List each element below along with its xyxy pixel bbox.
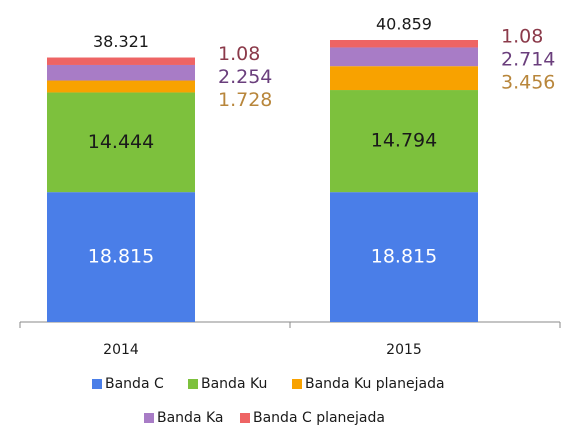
total-label: 40.859 xyxy=(376,15,432,34)
data-label: 18.815 xyxy=(88,246,154,268)
bar-segment xyxy=(330,90,478,193)
side-label: 1.728 xyxy=(218,89,272,111)
side-label: 2.254 xyxy=(218,66,272,88)
bar-segment xyxy=(47,192,195,322)
bar-segment xyxy=(330,47,478,67)
legend-swatch xyxy=(240,413,250,423)
legend-label: Banda Ku xyxy=(201,376,267,392)
total-label: 38.321 xyxy=(93,32,149,51)
bar-segment xyxy=(330,40,478,48)
x-tick-label: 2015 xyxy=(386,342,422,358)
data-label: 18.815 xyxy=(371,246,437,268)
legend-label: Banda C planejada xyxy=(253,410,385,426)
legend-swatch xyxy=(292,379,302,389)
bar-segment xyxy=(330,192,478,322)
bar-segment xyxy=(47,92,195,193)
side-label: 1.08 xyxy=(218,43,260,65)
legend-swatch xyxy=(92,379,102,389)
legend-label: Banda C xyxy=(105,376,164,392)
data-label: 14.794 xyxy=(371,130,437,152)
side-label: 1.08 xyxy=(501,26,543,48)
legend-label: Banda Ku planejada xyxy=(305,376,445,392)
legend-swatch xyxy=(144,413,154,423)
x-tick-label: 2014 xyxy=(103,342,139,358)
bar-segment xyxy=(330,66,478,91)
legend-swatch xyxy=(188,379,198,389)
side-label: 3.456 xyxy=(501,72,555,94)
legend-label: Banda Ka xyxy=(157,410,224,426)
side-label: 2.714 xyxy=(501,49,555,71)
bar-segment xyxy=(47,80,195,93)
bar-segment xyxy=(47,64,195,81)
data-label: 14.444 xyxy=(88,131,154,153)
bar-segment xyxy=(47,57,195,65)
